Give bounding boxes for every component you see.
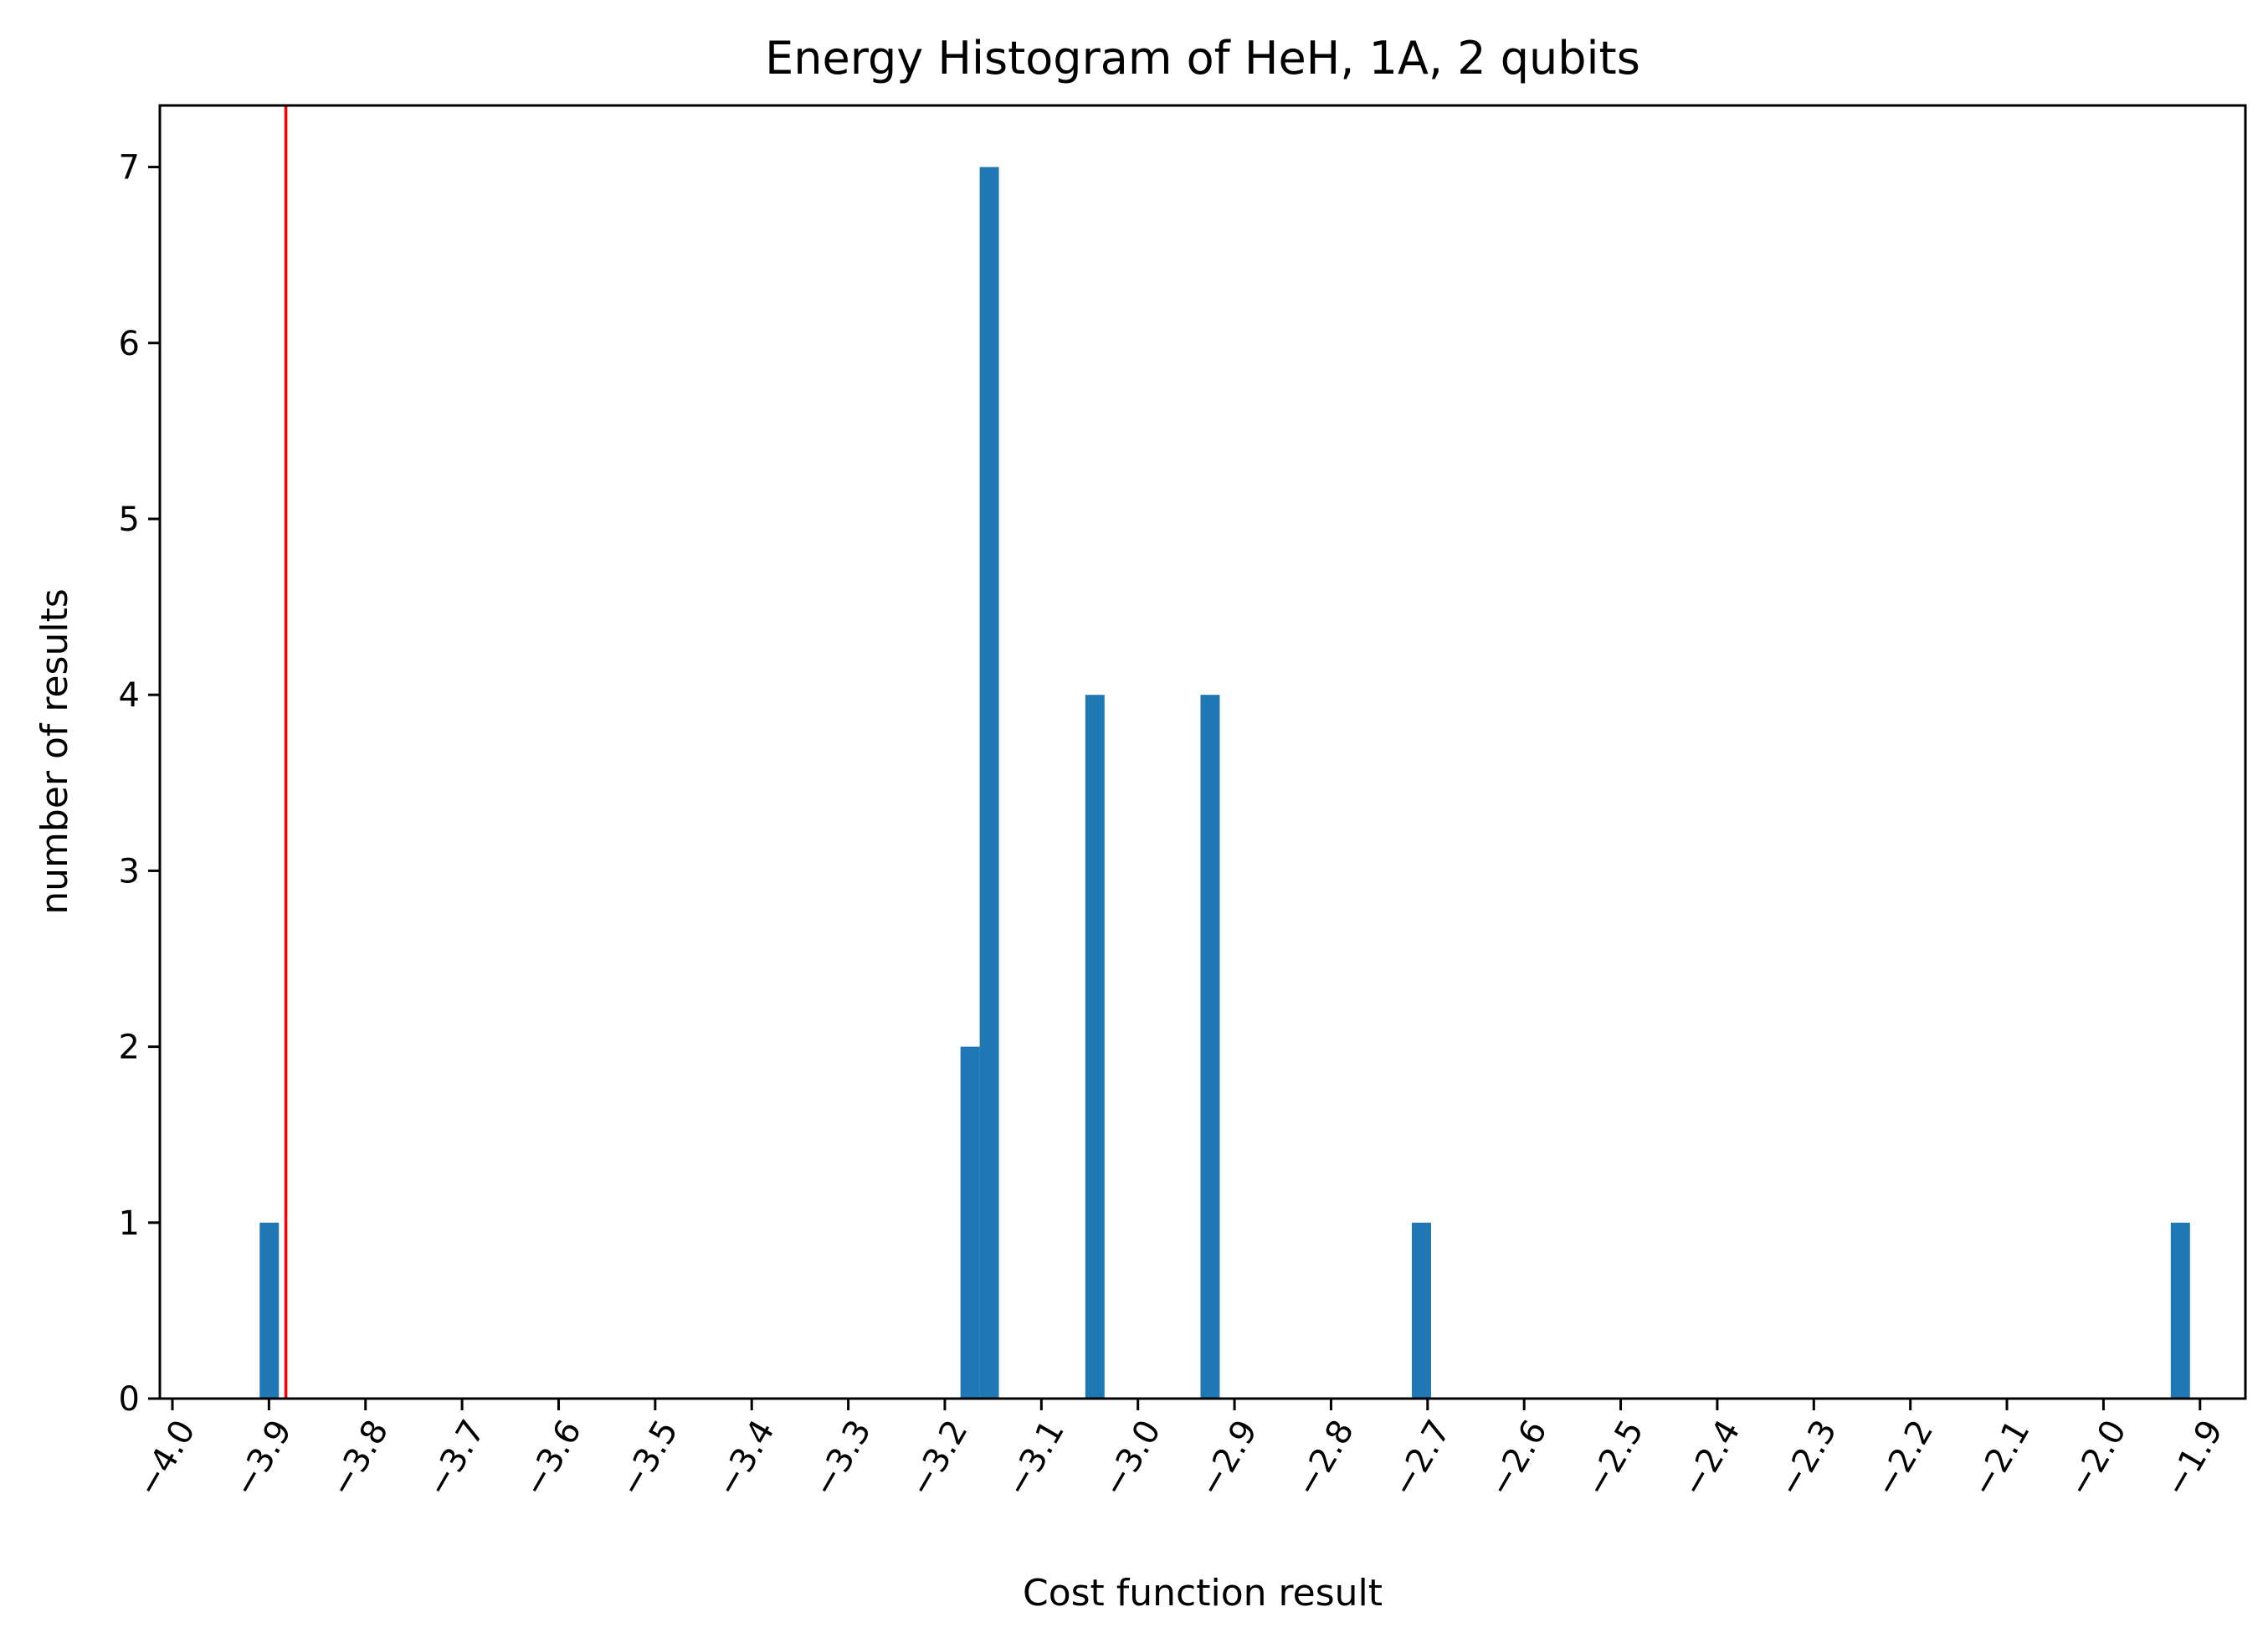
histogram-bar-0 bbox=[259, 1222, 280, 1399]
y-tick-label-6: 6 bbox=[119, 325, 140, 363]
chart-title: Energy Histogram of HeH, 1A, 2 qubits bbox=[765, 32, 1640, 85]
histogram-bar-5 bbox=[1412, 1222, 1431, 1399]
y-tick-label-7: 7 bbox=[119, 149, 140, 187]
histogram-bar-3 bbox=[1085, 695, 1105, 1399]
y-tick-label-3: 3 bbox=[119, 852, 140, 891]
histogram-bar-2 bbox=[979, 167, 999, 1399]
histogram-bar-4 bbox=[1200, 695, 1220, 1399]
plot-frame bbox=[158, 104, 2247, 1400]
histogram-bar-1 bbox=[960, 1046, 980, 1399]
y-axis-label: number of results bbox=[33, 588, 76, 915]
y-tick-label-2: 2 bbox=[119, 1029, 140, 1067]
y-tick-label-1: 1 bbox=[119, 1204, 140, 1243]
histogram-bar-6 bbox=[2170, 1222, 2190, 1399]
bars-layer bbox=[259, 167, 2190, 1399]
y-tick-label-5: 5 bbox=[119, 501, 140, 539]
y-tick-label-4: 4 bbox=[119, 676, 140, 715]
y-axis-ticks: 0 1 2 3 4 5 6 7 bbox=[119, 149, 160, 1419]
y-tick-label-0: 0 bbox=[119, 1380, 140, 1419]
x-axis-label: Cost function result bbox=[1023, 1572, 1383, 1615]
